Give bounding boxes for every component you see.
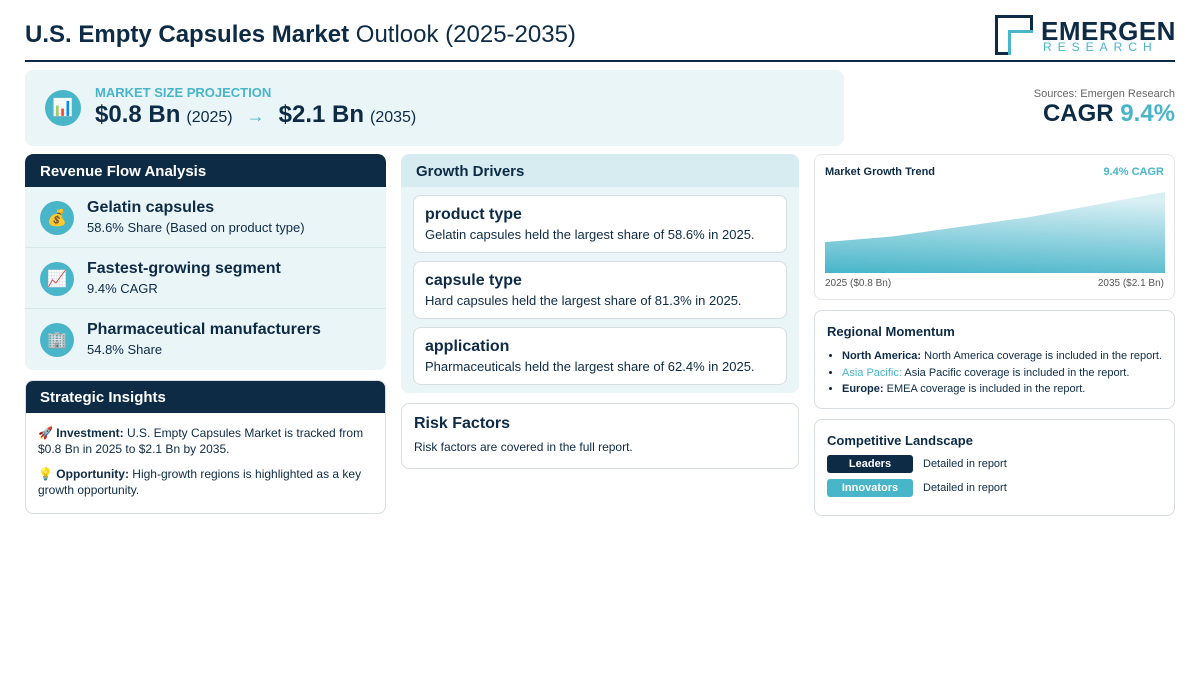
revenue-item: 💰 Gelatin capsules 58.6% Share (Based on… [25,187,386,248]
page-header: U.S. Empty Capsules Market Outlook (2025… [25,12,1175,62]
competitive-landscape-card: Competitive Landscape Leaders Detailed i… [814,419,1175,516]
region-text: North America coverage is included in th… [924,350,1162,362]
region-item: Asia Pacific: Asia Pacific coverage is i… [842,365,1162,382]
revenue-item-sub: 9.4% CAGR [87,281,158,296]
logo-mark-icon [995,15,1033,55]
market-growth-trend-card: Market Growth Trend 9.4% CAGR 2025 ($0.8… [814,154,1175,300]
region-name: Asia Pacific: [842,366,902,379]
driver-text: Pharmaceuticals held the largest share o… [425,359,755,374]
rocket-icon: 🚀 [38,426,53,440]
trend-end-label: 2035 ($2.1 Bn) [1097,278,1164,289]
page-title: U.S. Empty Capsules Market Outlook (2025… [25,21,576,49]
risk-factors-text: Risk factors are covered in the full rep… [414,440,633,454]
driver-text: Hard capsules held the largest share of … [425,293,742,308]
title-rest: Outlook (2025-2035) [355,21,576,48]
innovators-text: Detailed in report [923,482,1007,494]
title-bold: U.S. Empty Capsules Market [25,21,350,48]
strategic-insights-title: Strategic Insights [26,381,385,413]
driver-title: product type [425,206,522,223]
innovators-badge: Innovators [827,479,913,497]
region-list: North America: North America coverage is… [842,348,1162,398]
risk-factors-card: Risk Factors Risk factors are covered in… [401,403,799,469]
trend-up-icon: 📈 [40,262,74,296]
region-item: North America: North America coverage is… [842,348,1162,365]
regional-momentum-card: Regional Momentum North America: North A… [814,310,1175,409]
driver-item: application Pharmaceuticals held the lar… [413,327,787,385]
competitive-landscape-title: Competitive Landscape [827,433,973,448]
revenue-item: 🏢 Pharmaceutical manufacturers 54.8% Sha… [25,309,386,370]
projection-label: MARKET SIZE PROJECTION [95,85,272,100]
driver-item: capsule type Hard capsules held the larg… [413,261,787,319]
strategic-insights-card: Strategic Insights 🚀 Investment: U.S. Em… [25,380,386,514]
revenue-item-title: Fastest-growing segment [87,260,281,277]
driver-title: capsule type [425,272,522,289]
insight-opportunity: 💡 Opportunity: High-growth regions is hi… [26,466,385,498]
insight-investment: 🚀 Investment: U.S. Empty Capsules Market… [26,425,385,457]
revenue-item-title: Gelatin capsules [87,199,215,216]
trend-cagr: 9.4% CAGR [1103,166,1164,178]
revenue-item: 📈 Fastest-growing segment 9.4% CAGR [25,248,386,309]
region-text: Asia Pacific coverage is included in the… [904,366,1130,379]
insight-text: High-growth regions is highlighted as a … [38,467,362,497]
start-value: $0.8 Bn [95,101,181,128]
region-item: Europe: EMEA coverage is included in the… [842,381,1162,398]
risk-factors-title: Risk Factors [414,415,511,432]
arrow-right-icon: → [246,106,265,126]
building-icon: 🏢 [40,323,74,357]
leaders-text: Detailed in report [923,458,1007,470]
insight-text: U.S. Empty Capsules Market is tracked fr… [38,426,364,456]
end-value: $2.1 Bn [278,101,364,128]
revenue-item-title: Pharmaceutical manufacturers [87,321,321,338]
trend-start-label: 2025 ($0.8 Bn) [825,278,892,289]
revenue-item-sub: 58.6% Share (Based on product type) [87,220,305,235]
insight-label: Opportunity: [56,467,129,481]
money-bag-icon: 💰 [40,201,74,235]
regional-momentum-title: Regional Momentum [827,324,955,339]
end-year: (2035) [370,109,417,126]
start-year: (2025) [186,109,233,126]
growth-drivers-card: Growth Drivers product type Gelatin caps… [401,154,799,393]
driver-text: Gelatin capsules held the largest share … [425,227,755,242]
growth-area-chart [825,192,1165,273]
cagr-value: 9.4% [1120,100,1175,127]
cagr-headline: CAGR 9.4% [1043,100,1175,128]
lightbulb-icon: 💡 [38,467,53,481]
logo-name: EMERGEN [1041,16,1176,46]
growth-drivers-title: Growth Drivers [401,154,799,187]
revenue-flow-card: Revenue Flow Analysis 💰 Gelatin capsules… [25,154,386,370]
logo-sub: RESEARCH [1043,40,1158,54]
region-name: North America: [842,350,922,362]
revenue-item-sub: 54.8% Share [87,342,163,357]
driver-title: application [425,338,510,355]
cagr-label: CAGR [1042,100,1114,127]
sources-text: Sources: Emergen Research [1033,88,1175,100]
leaders-badge: Leaders [827,455,913,473]
growth-area [825,192,1165,273]
emergen-logo: EMERGEN RESEARCH [995,14,1175,56]
insight-label: Investment: [56,426,124,440]
market-size-projection: 📊 MARKET SIZE PROJECTION $0.8 Bn (2025) → $… [25,70,844,146]
trend-title: Market Growth Trend [825,166,936,178]
projection-values: $0.8 Bn (2025) → $2.1 Bn (2035) [95,101,416,129]
bar-chart-icon: 📊 [45,90,81,126]
driver-item: product type Gelatin capsules held the l… [413,195,787,253]
region-name: Europe: [842,383,884,395]
revenue-flow-title: Revenue Flow Analysis [25,154,386,187]
region-text: EMEA coverage is included in the report. [886,383,1086,395]
